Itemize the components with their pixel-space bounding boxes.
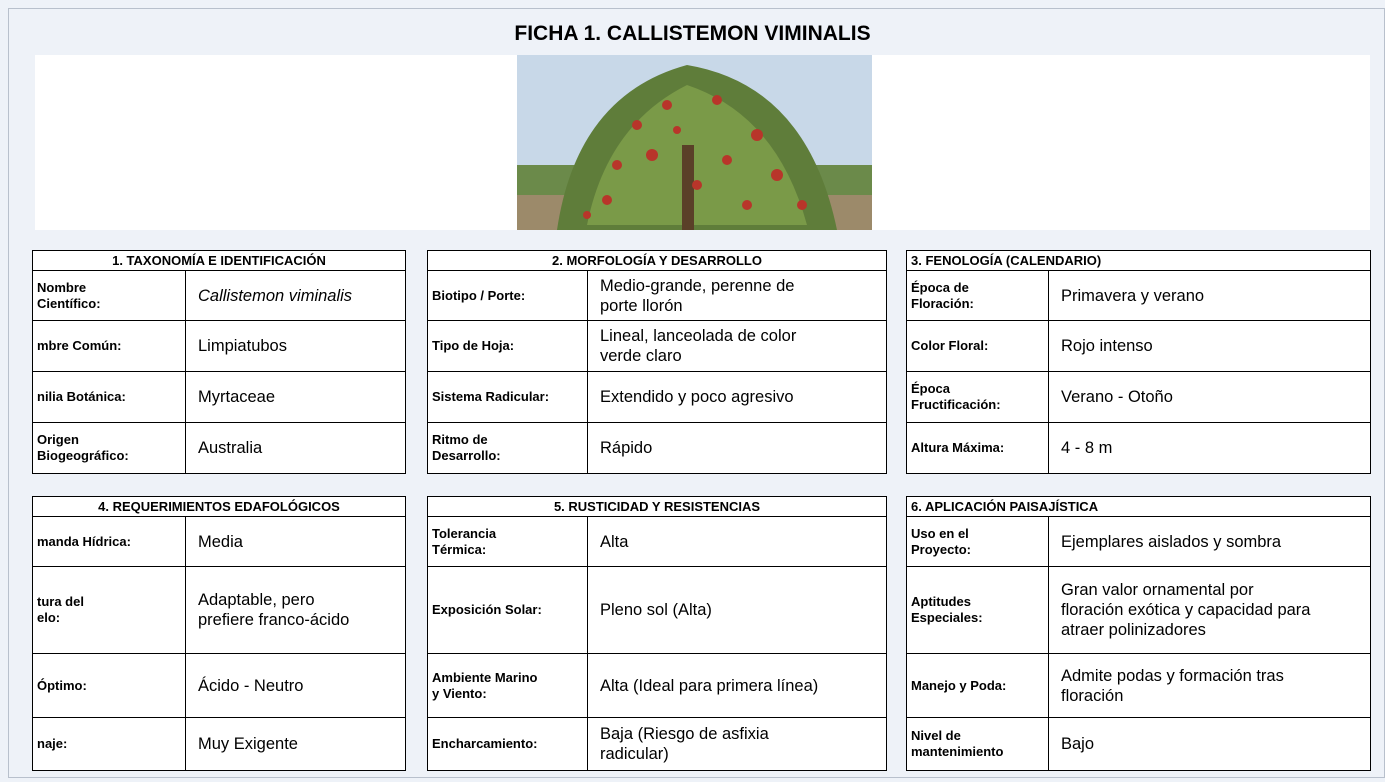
field-value: Extendido y poco agresivo [587,371,887,423]
field-label: tura del elo: [32,566,186,654]
field-value: Lineal, lanceolada de color verde claro [587,320,887,372]
field-label: Altura Máxima: [906,422,1049,474]
field-value: Rápido [587,422,887,474]
field-value: Ejemplares aislados y sombra [1048,516,1371,567]
field-label: Época de Floración: [906,270,1049,321]
image-band [35,55,1370,230]
table-header: 4. REQUERIMIENTOS EDAFOLÓGICOS [32,496,406,517]
field-value: Australia [185,422,406,474]
field-value: Alta [587,516,887,567]
info-table: 2. MORFOLOGÍA Y DESARROLLO Biotipo / Port… [427,250,887,474]
info-table: 6. APLICACIÓN PAISAJÍSTICA Uso en el Proy… [906,496,1371,771]
field-label: Manejo y Poda: [906,653,1049,718]
field-label: Sistema Radicular: [427,371,588,423]
field-value: Baja (Riesgo de asfixia radicular) [587,717,887,771]
field-label: Nombre Científico: [32,270,186,321]
field-label: Época Fructificación: [906,371,1049,423]
field-label: Tipo de Hoja: [427,320,588,372]
field-value: Gran valor ornamental por floración exót… [1048,566,1371,654]
field-label: Nivel de mantenimiento [906,717,1049,771]
field-label: Aptitudes Especiales: [906,566,1049,654]
info-table: 1. TAXONOMÍA E IDENTIFICACIÓN Nombre Cien… [32,250,406,474]
field-label: mbre Común: [32,320,186,372]
info-table: 4. REQUERIMIENTOS EDAFOLÓGICOS manda Hídr… [32,496,406,771]
field-value: Callistemon viminalis [185,270,406,321]
field-value: Admite podas y formación tras floración [1048,653,1371,718]
table-header: 2. MORFOLOGÍA Y DESARROLLO [427,250,887,271]
field-label: nilia Botánica: [32,371,186,423]
field-value: Ácido - Neutro [185,653,406,718]
field-label: Ambiente Marino y Viento: [427,653,588,718]
field-value: Muy Exigente [185,717,406,771]
table-header: 6. APLICACIÓN PAISAJÍSTICA [906,496,1371,517]
field-value: Adaptable, pero prefiere franco-ácido [185,566,406,654]
field-value: Rojo intenso [1048,320,1371,372]
field-label: manda Hídrica: [32,516,186,567]
field-value: Media [185,516,406,567]
field-label: Encharcamiento: [427,717,588,771]
field-label: Ritmo de Desarrollo: [427,422,588,474]
field-value: 4 - 8 m [1048,422,1371,474]
field-label: Tolerancia Térmica: [427,516,588,567]
field-label: naje: [32,717,186,771]
table-header: 3. FENOLOGÍA (CALENDARIO) [906,250,1371,271]
field-label: Óptimo: [32,653,186,718]
info-table: 3. FENOLOGÍA (CALENDARIO) Época de Florac… [906,250,1371,474]
table-header: 5. RUSTICIDAD Y RESISTENCIAS [427,496,887,517]
field-value: Medio-grande, perenne de porte llorón [587,270,887,321]
field-value: Myrtaceae [185,371,406,423]
field-label: Exposición Solar: [427,566,588,654]
field-label: Color Floral: [906,320,1049,372]
sheet-title: FICHA 1. CALLISTEMON VIMINALIS [514,22,871,45]
field-value: Bajo [1048,717,1371,771]
field-label: Uso en el Proyecto: [906,516,1049,567]
field-label: Biotipo / Porte: [427,270,588,321]
field-value: Pleno sol (Alta) [587,566,887,654]
field-value: Limpiatubos [185,320,406,372]
field-value: Verano - Otoño [1048,371,1371,423]
tree-photo [517,55,872,230]
info-table: 5. RUSTICIDAD Y RESISTENCIAS Tolerancia T… [427,496,887,771]
field-value: Alta (Ideal para primera línea) [587,653,887,718]
field-value: Primavera y verano [1048,270,1371,321]
field-label: Origen Biogeográfico: [32,422,186,474]
table-header: 1. TAXONOMÍA E IDENTIFICACIÓN [32,250,406,271]
